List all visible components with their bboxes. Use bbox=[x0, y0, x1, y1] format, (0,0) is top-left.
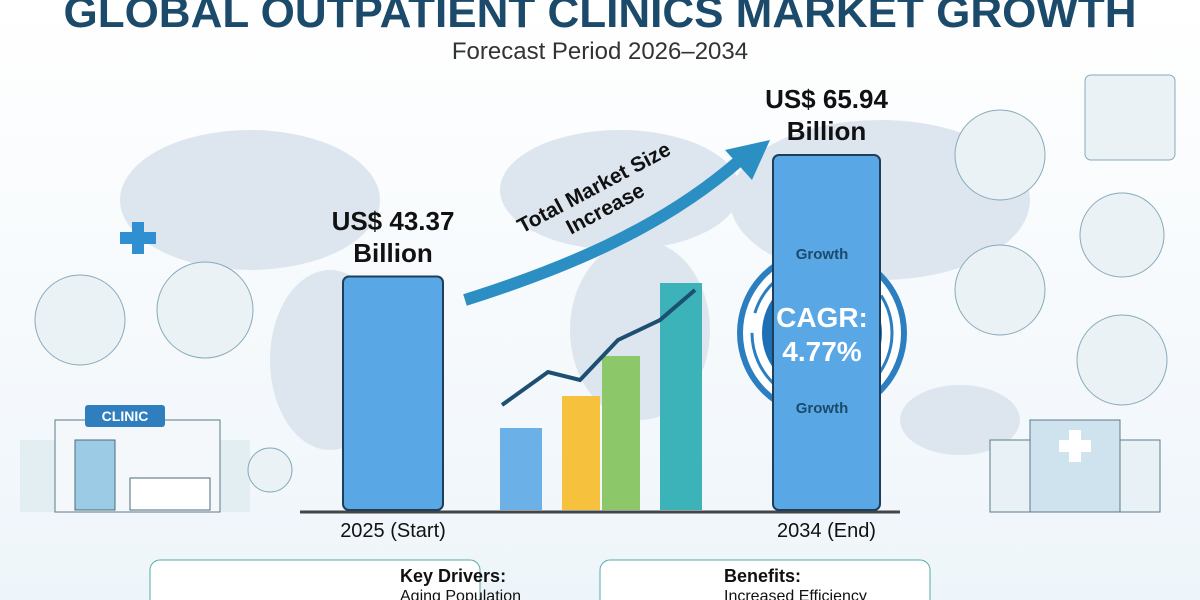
plus-icon bbox=[120, 222, 156, 254]
bar bbox=[342, 275, 444, 511]
panel-text: Increased Efficiency bbox=[724, 588, 867, 600]
value-label: US$ 43.37 Billion bbox=[331, 205, 455, 268]
growth-arrow bbox=[463, 155, 744, 306]
value-label: US$ 65.94 Billion bbox=[765, 84, 888, 146]
title: GLOBAL OUTPATIENT CLINICS MARKET GROWTH bbox=[63, 0, 1137, 37]
clinic-sign: CLINIC bbox=[101, 408, 149, 424]
arrowhead bbox=[725, 140, 770, 180]
bottom-panels bbox=[149, 559, 931, 600]
panel-text: Aging Population bbox=[400, 588, 521, 600]
panel-title: Benefits: bbox=[724, 566, 802, 586]
category-label: 2034 (End) bbox=[777, 520, 876, 542]
badge-label: CAGR: bbox=[776, 302, 868, 333]
category-label: 2025 (Start) bbox=[340, 520, 446, 542]
hospital bbox=[989, 419, 1161, 513]
badge-value: 4.77% bbox=[782, 336, 862, 367]
clinic bbox=[20, 405, 250, 513]
panel-title: Key Drivers: bbox=[400, 566, 507, 586]
bar bbox=[772, 154, 881, 511]
decor-bars bbox=[500, 283, 702, 510]
subtitle: Forecast Period 2026–2034 bbox=[451, 38, 749, 65]
badge-bottom: Growth bbox=[795, 400, 849, 417]
icons bbox=[34, 74, 1176, 493]
badge-top: Growth bbox=[795, 246, 849, 263]
